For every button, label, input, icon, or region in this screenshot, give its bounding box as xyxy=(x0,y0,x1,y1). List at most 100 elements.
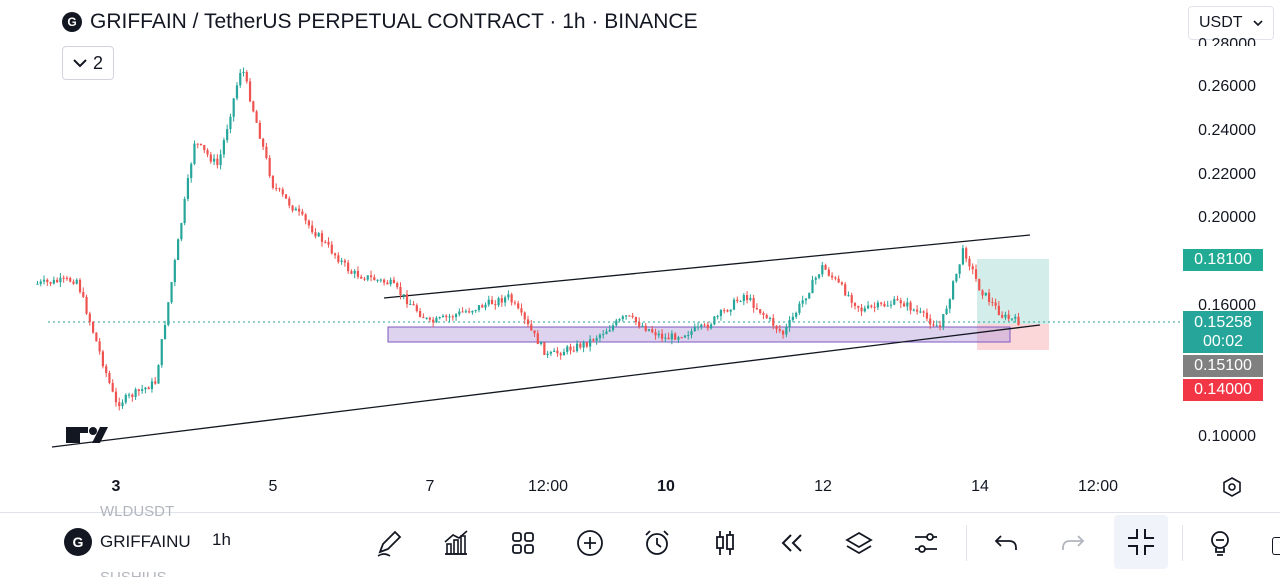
candle-body xyxy=(36,283,39,285)
sliders-icon xyxy=(915,533,937,553)
candle-body xyxy=(834,277,837,279)
candle-body xyxy=(693,327,696,332)
object-tree-button[interactable] xyxy=(843,527,875,559)
candle-body xyxy=(101,351,104,367)
symbol-selector[interactable]: G GRIFFAINU xyxy=(64,528,190,556)
candle-body xyxy=(942,314,945,328)
candle-body xyxy=(324,241,327,243)
add-button[interactable] xyxy=(574,527,606,559)
candle-body xyxy=(183,198,186,224)
candle-body xyxy=(713,316,716,325)
candle-body xyxy=(683,335,687,338)
candle-body xyxy=(549,351,552,354)
ideas-button[interactable] xyxy=(1204,527,1236,559)
time-axis-label: 14 xyxy=(971,478,989,495)
chart-title[interactable]: G GRIFFAIN / TetherUS PERPETUAL CONTRACT… xyxy=(62,10,698,34)
time-axis-label: 5 xyxy=(268,478,278,495)
candle-body xyxy=(396,283,399,288)
candle-body xyxy=(651,329,654,333)
candle-body xyxy=(1017,316,1020,326)
candle-body xyxy=(696,326,700,328)
candle-body xyxy=(530,324,533,331)
candle-body xyxy=(952,281,955,300)
replay-button[interactable] xyxy=(776,527,808,559)
candle-body xyxy=(965,248,968,259)
candle-body xyxy=(141,389,144,391)
candle-body xyxy=(804,298,808,301)
candle-body xyxy=(177,239,180,261)
candle-body xyxy=(880,302,883,304)
indicators-toggle-button[interactable]: 2 xyxy=(62,46,114,80)
ghost-symbol-bottom: SUSHIUS xyxy=(100,569,167,577)
candle-body xyxy=(78,279,82,293)
candle-body xyxy=(108,372,111,383)
candle-body xyxy=(621,316,624,320)
candle-body xyxy=(961,248,965,265)
candle-body xyxy=(288,198,291,206)
candle-body xyxy=(85,296,88,314)
candle-body xyxy=(441,315,445,318)
candle-body xyxy=(719,310,723,317)
layouts-button[interactable] xyxy=(507,527,539,559)
price-axis-label: 0.26000 xyxy=(1198,78,1256,95)
candle-body xyxy=(255,111,258,123)
candle-body xyxy=(837,278,840,283)
candle-body xyxy=(625,315,628,317)
candle-body xyxy=(546,353,549,355)
candle-body xyxy=(383,279,386,283)
candles-icon xyxy=(716,531,734,555)
candle-body xyxy=(298,208,301,212)
price-chart[interactable] xyxy=(0,40,1180,510)
candle-body xyxy=(432,319,435,323)
candle-body xyxy=(363,278,366,280)
pen-icon xyxy=(377,530,402,557)
candle-body xyxy=(494,304,497,306)
candle-body xyxy=(481,305,484,308)
redo-button[interactable] xyxy=(1057,527,1089,559)
candle-body xyxy=(801,300,804,304)
candle-body xyxy=(840,282,844,285)
candle-body xyxy=(664,337,667,339)
candle-body xyxy=(144,387,147,390)
time-axis-label: 12:00 xyxy=(1077,478,1119,495)
symbol-name: GRIFFAINU xyxy=(100,532,190,551)
collapse-button[interactable] xyxy=(1114,515,1168,569)
chart-settings-button[interactable] xyxy=(1220,475,1244,499)
price-axis-label: 0.16000 xyxy=(1198,297,1256,314)
candle-body xyxy=(65,277,69,279)
candle-body xyxy=(644,325,647,331)
alert-button[interactable] xyxy=(641,527,673,559)
draw-button[interactable] xyxy=(373,527,405,559)
candle-body xyxy=(88,313,91,322)
candle-body xyxy=(984,292,987,296)
candle-body xyxy=(647,329,651,331)
candle-body xyxy=(389,279,392,285)
chart-type-button[interactable] xyxy=(709,527,741,559)
price-axis-label: 0.22000 xyxy=(1198,166,1256,183)
candle-body xyxy=(167,302,170,326)
candle-body xyxy=(615,320,618,326)
candle-body xyxy=(520,308,523,313)
candle-body xyxy=(638,322,641,327)
candle-body xyxy=(768,317,772,319)
candle-body xyxy=(628,315,631,317)
more-edge[interactable] xyxy=(1272,537,1280,555)
candle-body xyxy=(105,366,108,373)
bar-countdown: 00:02 xyxy=(1202,333,1244,350)
candle-body xyxy=(435,317,438,323)
candle-body xyxy=(468,311,471,313)
candle-body xyxy=(592,339,595,341)
candle-body xyxy=(997,305,1000,316)
indicators-button[interactable] xyxy=(440,527,472,559)
candle-body xyxy=(487,299,490,305)
candle-body xyxy=(42,279,46,282)
undo-button[interactable] xyxy=(990,527,1022,559)
interval-button[interactable]: 1h xyxy=(212,530,231,549)
candle-body xyxy=(781,330,785,335)
candle-body xyxy=(291,205,294,211)
candle-body xyxy=(726,310,729,312)
settings-button[interactable] xyxy=(910,527,942,559)
currency-select[interactable]: USDT xyxy=(1188,6,1274,40)
candle-body xyxy=(219,154,222,166)
candle-body xyxy=(971,266,974,270)
